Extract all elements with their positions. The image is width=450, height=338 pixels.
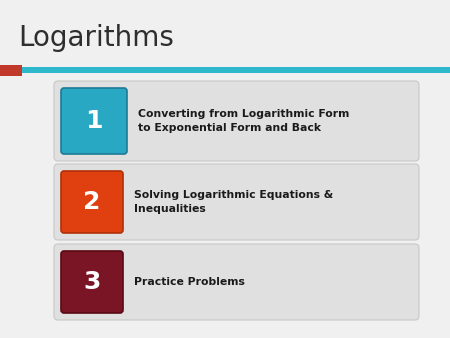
Text: 2: 2 xyxy=(83,190,101,214)
Text: Practice Problems: Practice Problems xyxy=(134,277,245,287)
FancyBboxPatch shape xyxy=(22,67,450,73)
Text: 1: 1 xyxy=(85,109,103,133)
FancyBboxPatch shape xyxy=(0,65,22,76)
Text: 3: 3 xyxy=(83,270,101,294)
FancyBboxPatch shape xyxy=(61,251,123,313)
FancyBboxPatch shape xyxy=(61,171,123,233)
FancyBboxPatch shape xyxy=(54,164,419,240)
Text: Converting from Logarithmic Form
to Exponential Form and Back: Converting from Logarithmic Form to Expo… xyxy=(138,109,349,133)
Text: Logarithms: Logarithms xyxy=(18,24,174,52)
FancyBboxPatch shape xyxy=(54,81,419,161)
FancyBboxPatch shape xyxy=(54,244,419,320)
FancyBboxPatch shape xyxy=(61,88,127,154)
Text: Solving Logarithmic Equations &
Inequalities: Solving Logarithmic Equations & Inequali… xyxy=(134,190,333,214)
